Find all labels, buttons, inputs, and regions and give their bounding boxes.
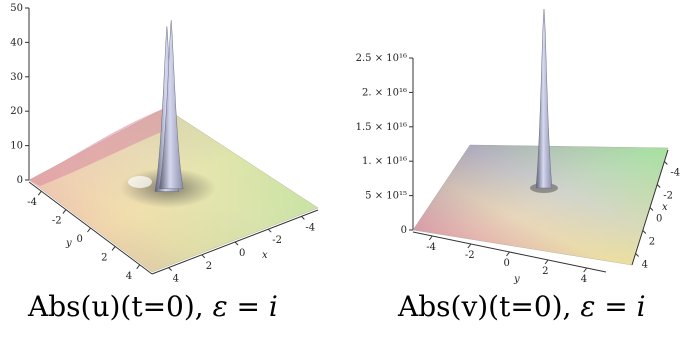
surface-right-sheen: [413, 145, 668, 265]
x-tick-mark: [642, 230, 647, 234]
caption-right: Abs(v)(t=0), ε = i: [398, 290, 646, 323]
y-tick-mark: [136, 264, 141, 270]
y-tick-label: 4: [581, 274, 587, 285]
x-ticks-left: 4 2 0 -2 -4: [168, 216, 315, 285]
y-tick-label: -4: [426, 242, 436, 253]
caption-right-eq: =: [595, 290, 637, 323]
y-axis-label-right: y: [513, 274, 520, 285]
peaks-right: [535, 9, 553, 189]
y-tick-mark: [544, 259, 549, 265]
z-tick-label: 30: [10, 72, 23, 83]
peak-spike: [535, 9, 553, 189]
x-tick-mark: [267, 228, 272, 233]
y-tick-label: 0: [77, 234, 83, 245]
x-tick-mark: [649, 207, 654, 211]
z-tick-label: 1. × 10¹⁶: [362, 156, 407, 167]
y-tick-label: -2: [465, 250, 475, 261]
caption-left-func: Abs(u)(t=0),: [28, 290, 213, 323]
peak-dip-left: [128, 176, 152, 188]
x-tick-label: 4: [642, 260, 648, 271]
caption-left-val: i: [268, 290, 278, 323]
z-tick-label: 10: [10, 141, 23, 152]
x-axis-label-right: x: [662, 202, 668, 213]
x-tick-mark: [656, 184, 661, 188]
x-tick-mark: [234, 241, 239, 246]
y-tick-label: 4: [126, 271, 132, 282]
x-tick-mark: [301, 216, 305, 220]
y-tick-label: -2: [52, 216, 62, 227]
peak-spike: [158, 20, 184, 190]
y-tick-label: 2: [542, 266, 548, 277]
y-tick-mark: [583, 267, 588, 273]
z-tick-label: 2. × 10¹⁶: [362, 87, 407, 98]
x-tick-label: 4: [173, 274, 179, 285]
z-tick-label: 1.5 × 10¹⁶: [356, 122, 407, 133]
z-ticks-left: 0 10 20 30 40 50: [10, 3, 29, 186]
x-axis-label-left: x: [262, 250, 268, 261]
y-tick-mark: [467, 243, 472, 249]
z-tick-label: 50: [10, 3, 23, 14]
panel-right: 0 5 × 10¹⁵ 1. × 10¹⁶ 1.5 × 10¹⁶ 2. × 10¹⁶ 2.5…: [356, 9, 680, 285]
x-tick-label: -2: [272, 235, 282, 246]
z-tick-label: 40: [10, 37, 23, 48]
y-tick-mark: [506, 251, 510, 257]
x-tick-mark: [635, 253, 639, 257]
x-tick-label: -2: [663, 191, 673, 202]
x-tick-mark: [201, 254, 206, 259]
x-tick-label: -4: [670, 168, 680, 179]
x-tick-mark: [168, 267, 172, 271]
x-tick-label: 2: [649, 237, 655, 248]
caption-right-eps: ε: [580, 290, 596, 323]
caption-right-val: i: [636, 290, 646, 323]
caption-left: Abs(u)(t=0), ε = i: [28, 290, 278, 323]
y-axis-label-left: y: [65, 238, 72, 249]
z-tick-label: 0: [17, 175, 23, 186]
x-tick-mark: [664, 161, 668, 165]
z-ticks-right: 0 5 × 10¹⁵ 1. × 10¹⁶ 1.5 × 10¹⁶ 2. × 10¹⁶ 2.5…: [356, 53, 413, 236]
surface-left-ridge: [29, 108, 170, 186]
y-ticks-left: -4 -2 0 2 4: [27, 190, 141, 282]
peaks-left: [154, 20, 184, 192]
y-tick-mark: [428, 235, 433, 241]
x-tick-label: 0: [656, 214, 662, 225]
z-tick-label: 5 × 10¹⁵: [365, 191, 407, 202]
y-tick-mark: [37, 190, 42, 196]
z-tick-label: 0: [401, 225, 407, 236]
z-tick-label: 2.5 × 10¹⁶: [356, 53, 407, 64]
y-ticks-right: -4 -2 0 2 4: [426, 235, 588, 285]
y-tick-label: 0: [504, 258, 510, 269]
x-tick-label: -4: [305, 222, 315, 233]
y-tick-mark: [111, 246, 116, 251]
caption-left-eps: ε: [212, 290, 228, 323]
z-tick-label: 20: [10, 106, 23, 117]
caption-right-func: Abs(v)(t=0),: [398, 290, 581, 323]
x-tick-label: 2: [206, 261, 212, 272]
y-tick-label: -4: [27, 197, 37, 208]
y-tick-mark: [62, 209, 67, 214]
x-tick-label: 0: [239, 248, 245, 259]
x-ticks-right: 4 2 0 -2 -4: [635, 161, 680, 271]
y-tick-label: 2: [101, 252, 107, 263]
caption-left-eq: =: [227, 290, 269, 323]
y-tick-mark: [87, 227, 91, 233]
